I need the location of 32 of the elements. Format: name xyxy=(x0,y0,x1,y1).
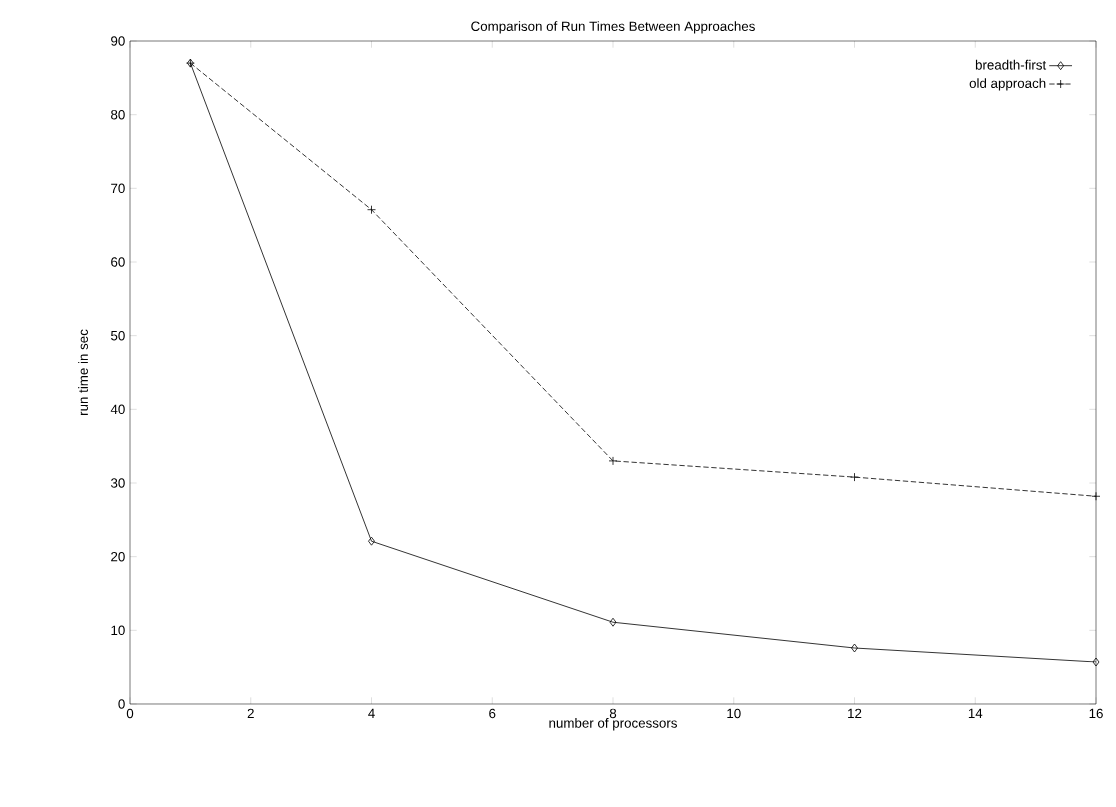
point xyxy=(1092,657,1100,667)
point xyxy=(1091,491,1101,501)
y-tick-label: 40 xyxy=(110,404,125,415)
point xyxy=(368,536,375,546)
y-tick-label: 20 xyxy=(111,551,125,562)
x-tick-label: 8 xyxy=(609,708,617,719)
point xyxy=(850,472,859,482)
y-axis-title: run time in sec xyxy=(78,329,88,415)
legend-label: breadth-first xyxy=(975,59,1047,70)
x-tick-label: 12 xyxy=(848,708,862,719)
point xyxy=(367,205,376,215)
point xyxy=(609,617,617,627)
x-tick-label: 6 xyxy=(489,708,496,719)
legend-label: old approach xyxy=(969,78,1046,91)
x-axis-title: number of processors xyxy=(549,717,677,731)
x-tick-label: 14 xyxy=(968,708,983,718)
x-tick-label: 0 xyxy=(126,708,134,719)
point xyxy=(851,643,858,653)
y-tick-label: 70 xyxy=(111,183,125,194)
y-tick-label: 10 xyxy=(111,625,125,636)
y-tick-label: 30 xyxy=(110,478,125,488)
y-tick-label: 90 xyxy=(111,36,125,46)
x-tick-label: 16 xyxy=(1089,708,1103,719)
point xyxy=(608,456,618,466)
chart-title: Comparison of Run Times Between Approaches xyxy=(471,21,755,34)
x-tick-label: 4 xyxy=(368,708,375,718)
y-tick-label: 50 xyxy=(111,330,125,341)
y-tick-label: 80 xyxy=(111,109,125,120)
y-tick-label: 0 xyxy=(118,699,125,709)
y-tick-label: 60 xyxy=(111,257,125,267)
x-tick-label: 2 xyxy=(247,708,254,719)
x-tick-label: 10 xyxy=(727,708,741,719)
